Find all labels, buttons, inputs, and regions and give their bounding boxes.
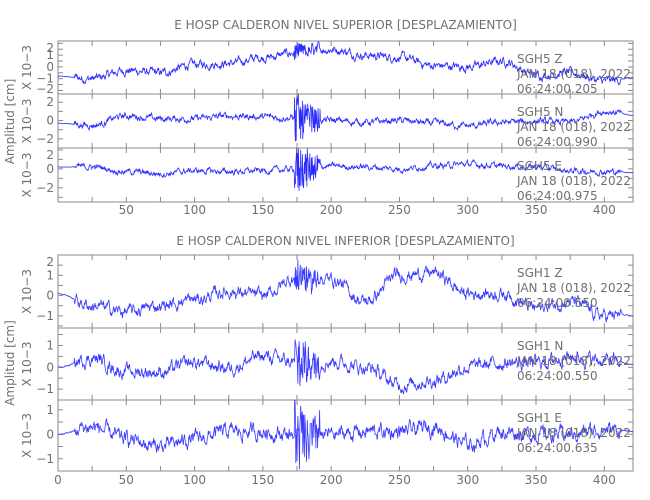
y-tick-label: 2	[46, 255, 54, 269]
y-tick-label: 0	[46, 162, 54, 176]
x-tick-label: 100	[183, 473, 206, 487]
trace-time-label: 06:24:00.975	[517, 189, 598, 203]
chart-group-1: E HOSP CALDERON NIVEL SUPERIOR [DESPLAZA…	[3, 18, 634, 217]
trace-time-label: 06:24:00.205	[517, 82, 598, 96]
y-tick-label: 1	[46, 48, 54, 62]
trace-time-label: 06:24:00.550	[517, 296, 598, 310]
y-tick-label: 2	[46, 41, 54, 55]
y-tick-label: 0	[46, 427, 54, 441]
y-tick-label: 0	[46, 360, 54, 374]
trace-date-label: JAN 18 (018), 2022	[516, 67, 631, 81]
trace-date-label: JAN 18 (018), 2022	[516, 281, 631, 295]
x-tick-label: 350	[525, 473, 548, 487]
x-tick-label: 400	[593, 203, 616, 217]
x-tick-label: 350	[525, 203, 548, 217]
x-tick-label: 400	[593, 473, 616, 487]
trace-name-label: SGH1 Z	[517, 266, 563, 280]
y-axis-label: Amplitud [cm]	[3, 79, 17, 165]
x-tick-label: 100	[183, 203, 206, 217]
trace-time-label: 06:24:00.550	[517, 369, 598, 383]
x-tick-label: 150	[251, 473, 274, 487]
trace-name-label: SGH1 N	[517, 339, 563, 353]
y-tick-label: −2	[36, 82, 54, 96]
waveform-line	[57, 259, 634, 324]
panel-frame	[57, 399, 634, 472]
panel-frame	[57, 147, 634, 203]
y-tick-label: −2	[36, 132, 54, 146]
waveform-line	[57, 93, 634, 142]
y-tick-label: 0	[46, 60, 54, 74]
x-tick-label: 50	[119, 473, 134, 487]
x-tick-label: 200	[320, 203, 343, 217]
x-tick-label: 300	[456, 203, 479, 217]
waveform-line	[57, 339, 634, 395]
x-tick-label: 300	[456, 473, 479, 487]
trace-name-label: SGH5 E	[517, 159, 562, 173]
y-tick-label: −1	[36, 452, 54, 466]
panel-y-label: X 10−3	[20, 342, 34, 387]
panel-y-label: X 10−3	[20, 99, 34, 144]
y-tick-label: 2	[46, 95, 54, 109]
chart-group-2: E HOSP CALDERON NIVEL INFERIOR [DESPLAZA…	[3, 234, 634, 487]
y-tick-label: 2	[46, 148, 54, 162]
panel-y-label: X 10−3	[20, 153, 34, 198]
waveform-line	[57, 41, 634, 86]
panel-y-label: X 10−3	[20, 413, 34, 458]
x-tick-label: 200	[320, 473, 343, 487]
x-tick-label: 0	[54, 473, 62, 487]
trace-date-label: JAN 18 (018), 2022	[516, 354, 631, 368]
y-tick-label: −1	[36, 309, 54, 323]
x-tick-label: 250	[388, 473, 411, 487]
trace-name-label: SGH5 N	[517, 105, 563, 119]
chart-title: E HOSP CALDERON NIVEL INFERIOR [DESPLAZA…	[176, 234, 514, 248]
panel-y-label: X 10−3	[20, 269, 34, 314]
x-tick-label: 50	[119, 203, 134, 217]
trace-date-label: JAN 18 (018), 2022	[516, 426, 631, 440]
waveform-line	[57, 399, 634, 470]
trace-name-label: SGH5 Z	[517, 52, 563, 66]
waveform-line	[57, 147, 634, 191]
trace-name-label: SGH1 E	[517, 411, 562, 425]
y-tick-label: −1	[36, 382, 54, 396]
y-tick-label: 0	[46, 289, 54, 303]
y-tick-label: 1	[46, 403, 54, 417]
trace-time-label: 06:24:00.990	[517, 135, 598, 149]
trace-date-label: JAN 18 (018), 2022	[516, 174, 631, 188]
y-tick-label: 1	[46, 268, 54, 282]
y-tick-label: 0	[46, 114, 54, 128]
x-tick-label: 250	[388, 203, 411, 217]
trace-date-label: JAN 18 (018), 2022	[516, 120, 631, 134]
x-tick-label: 150	[251, 203, 274, 217]
chart-title: E HOSP CALDERON NIVEL SUPERIOR [DESPLAZA…	[174, 18, 517, 32]
trace-time-label: 06:24:00.635	[517, 441, 598, 455]
y-tick-label: −1	[36, 72, 54, 86]
panel-y-label: X 10−3	[20, 45, 34, 90]
y-tick-label: −2	[36, 181, 54, 195]
y-axis-label: Amplitud [cm]	[3, 320, 17, 406]
y-tick-label: 1	[46, 338, 54, 352]
